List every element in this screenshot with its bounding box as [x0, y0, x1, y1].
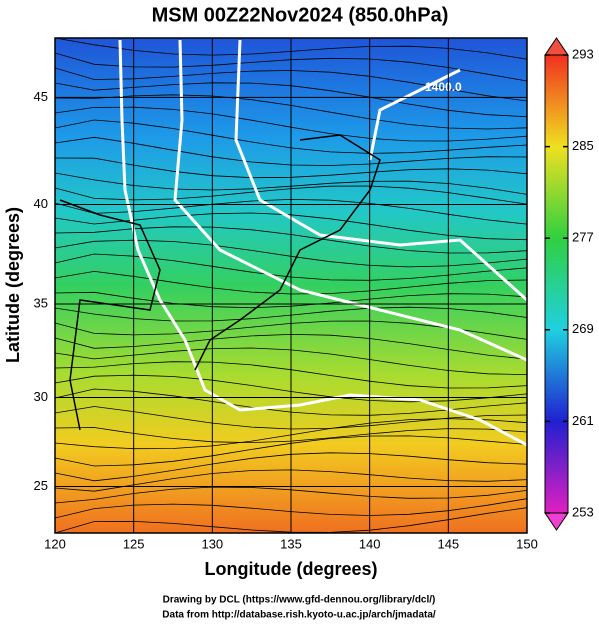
x-tick-label: 150 [516, 536, 538, 551]
x-tick-label: 120 [44, 536, 66, 551]
coastline [59, 199, 161, 431]
y-tick-label: 30 [34, 389, 48, 404]
colorbar [544, 54, 569, 514]
contour [368, 68, 461, 161]
credit: Data from http://database.rish.kyoto-u.a… [162, 610, 436, 621]
y-axis-label: Latitude (degrees) [3, 207, 23, 363]
colorbar-min-arrow [544, 512, 569, 531]
x-axis-label: Longitude (degrees) [204, 559, 377, 579]
y-tick-label: 40 [34, 196, 48, 211]
colorbar-tick-label: 261 [572, 413, 594, 428]
contour-label: 1400.0 [425, 80, 462, 94]
contour [234, 39, 527, 302]
y-tick-label: 45 [34, 89, 48, 104]
x-tick-label: 130 [201, 536, 223, 551]
x-tick-label: 145 [437, 536, 459, 551]
credit: Drawing by DCL (https://www.gfd-dennou.o… [163, 595, 436, 606]
colorbar-tick-label: 285 [572, 138, 594, 153]
title: MSM 00Z22Nov2024 (850.0hPa) [152, 4, 449, 26]
x-tick-label: 125 [123, 536, 145, 551]
coastline [194, 134, 381, 371]
x-tick-label: 135 [280, 536, 302, 551]
y-tick-label: 35 [34, 295, 48, 310]
colorbar-tick-label: 277 [572, 230, 594, 245]
colorbar-tick-label: 293 [572, 46, 594, 61]
x-tick-label: 140 [359, 536, 381, 551]
colorbar-tick-label: 269 [572, 321, 594, 336]
colorbar-tick-label: 253 [572, 504, 594, 519]
y-tick-label: 25 [34, 478, 48, 493]
contour [118, 39, 527, 447]
contour [173, 39, 527, 362]
colorbar-max-arrow [544, 37, 569, 56]
